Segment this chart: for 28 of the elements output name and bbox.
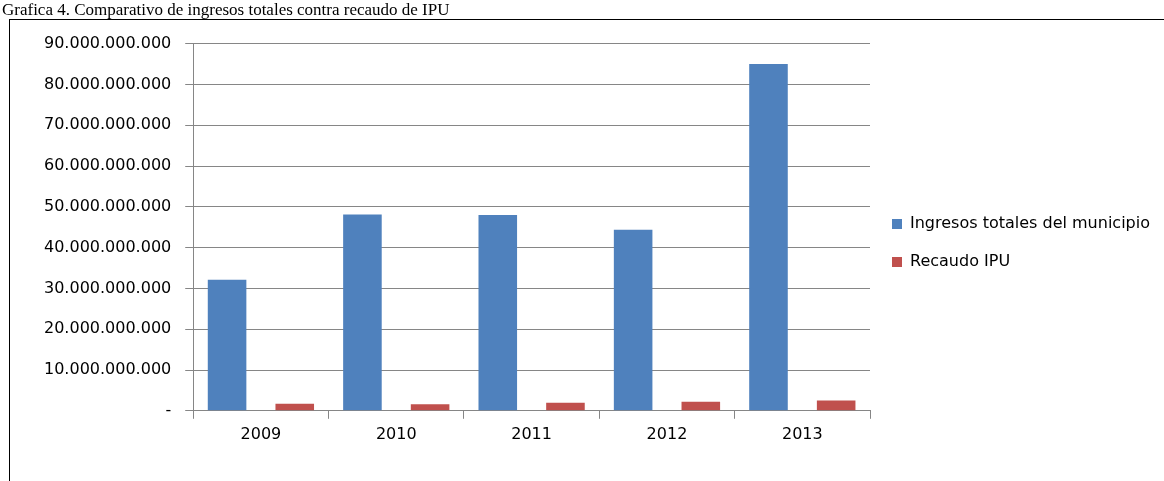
legend-label: Recaudo IPU xyxy=(910,251,1011,271)
bar xyxy=(613,229,653,411)
y-tick-label: 10.000.000.000 xyxy=(44,359,172,379)
y-tick-label: 80.000.000.000 xyxy=(44,73,172,93)
x-tick-label: 2010 xyxy=(375,423,417,443)
bar xyxy=(478,214,518,411)
y-tick-label: 60.000.000.000 xyxy=(44,155,172,175)
bar xyxy=(207,279,247,411)
y-tick-label: 40.000.000.000 xyxy=(44,236,172,256)
bar xyxy=(275,403,315,411)
y-tick-label: 30.000.000.000 xyxy=(44,277,172,297)
x-tick-label: 2011 xyxy=(511,423,552,443)
chart-title: Grafica 4. Comparativo de ingresos totales contra recaudo de IPU xyxy=(1,0,451,19)
y-tick-label: - xyxy=(165,399,172,419)
bar xyxy=(749,64,788,411)
legend-label: Ingresos totales del municipio xyxy=(910,213,1150,233)
x-tick-label: 2012 xyxy=(646,423,688,443)
bar xyxy=(816,400,856,411)
y-tick-label: 90.000.000.000 xyxy=(44,32,172,52)
bar xyxy=(546,402,585,411)
x-tick-label: 2009 xyxy=(240,423,282,443)
y-tick-label: 70.000.000.000 xyxy=(44,114,172,134)
y-tick-label: 20.000.000.000 xyxy=(44,318,172,338)
y-tick-label: 50.000.000.000 xyxy=(44,195,172,215)
bar xyxy=(343,214,382,411)
x-tick-label: 2013 xyxy=(781,423,823,443)
bar xyxy=(410,404,450,411)
bar xyxy=(681,401,721,411)
